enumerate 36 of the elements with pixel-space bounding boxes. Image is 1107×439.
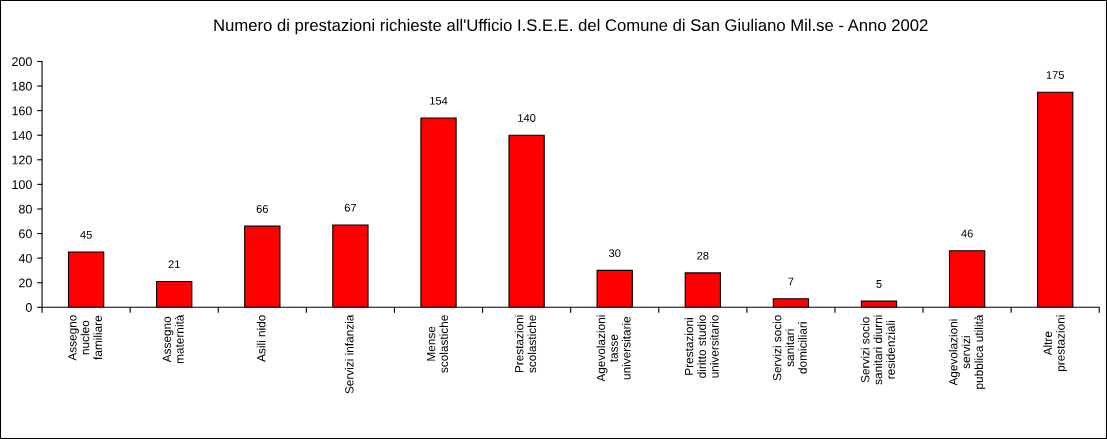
y-tick-label: 120 <box>12 155 32 165</box>
y-tick-label: 0 <box>25 303 32 312</box>
data-label: 140 <box>518 114 536 122</box>
y-tick-label: 160 <box>12 106 32 116</box>
x-tick-label: Servizi infanzia <box>344 314 354 394</box>
data-label: 30 <box>608 249 621 258</box>
y-tick-label: 20 <box>19 278 32 288</box>
x-tick-label: Assegno nucleo familiare <box>68 315 102 361</box>
x-tick-label: Assegno maternità <box>162 314 184 364</box>
data-label: 154 <box>430 96 448 105</box>
x-tick-label: Servizi socio sanitari diurni residenziali <box>860 315 895 385</box>
data-label: 66 <box>256 205 268 213</box>
x-tick-label: Servizi socio sanitari domiciliari <box>772 315 807 381</box>
y-tick-label: 200 <box>12 57 32 67</box>
y-tick-label: 80 <box>18 204 32 214</box>
y-tick-label: 140 <box>12 131 32 140</box>
data-label: 67 <box>344 203 357 212</box>
data-label: 21 <box>168 260 180 269</box>
data-label: 5 <box>876 280 882 288</box>
data-label: 28 <box>697 251 709 260</box>
x-tick-label: Agevolazioni servizi pubblica utilità <box>948 314 986 389</box>
x-tick-label: Asili nido <box>256 315 266 362</box>
data-label: 46 <box>961 229 973 238</box>
y-tick-label: 100 <box>12 180 32 190</box>
y-tick-label: 60 <box>19 229 32 239</box>
x-tick-label: Mense scolastiche <box>427 315 449 373</box>
data-label: 7 <box>788 277 794 286</box>
data-label: 175 <box>1046 71 1065 79</box>
chart-title: Numero di prestazioni richieste all'Ufficio I.S.E.E. del Comune di San Giuliano Mil.se - Anno 2002 <box>214 18 928 35</box>
y-tick-label: 40 <box>18 253 32 263</box>
data-label: 45 <box>80 230 92 239</box>
x-tick-label: Prestazioni scolastiche <box>514 315 537 373</box>
x-tick-label: Prestazioni diritto studio universitario <box>684 315 719 378</box>
y-tick-label: 180 <box>12 81 32 91</box>
x-tick-label: Altre prestazioni <box>1043 315 1068 371</box>
x-tick-label: Agevolazioni tasse universitarie <box>596 315 631 382</box>
